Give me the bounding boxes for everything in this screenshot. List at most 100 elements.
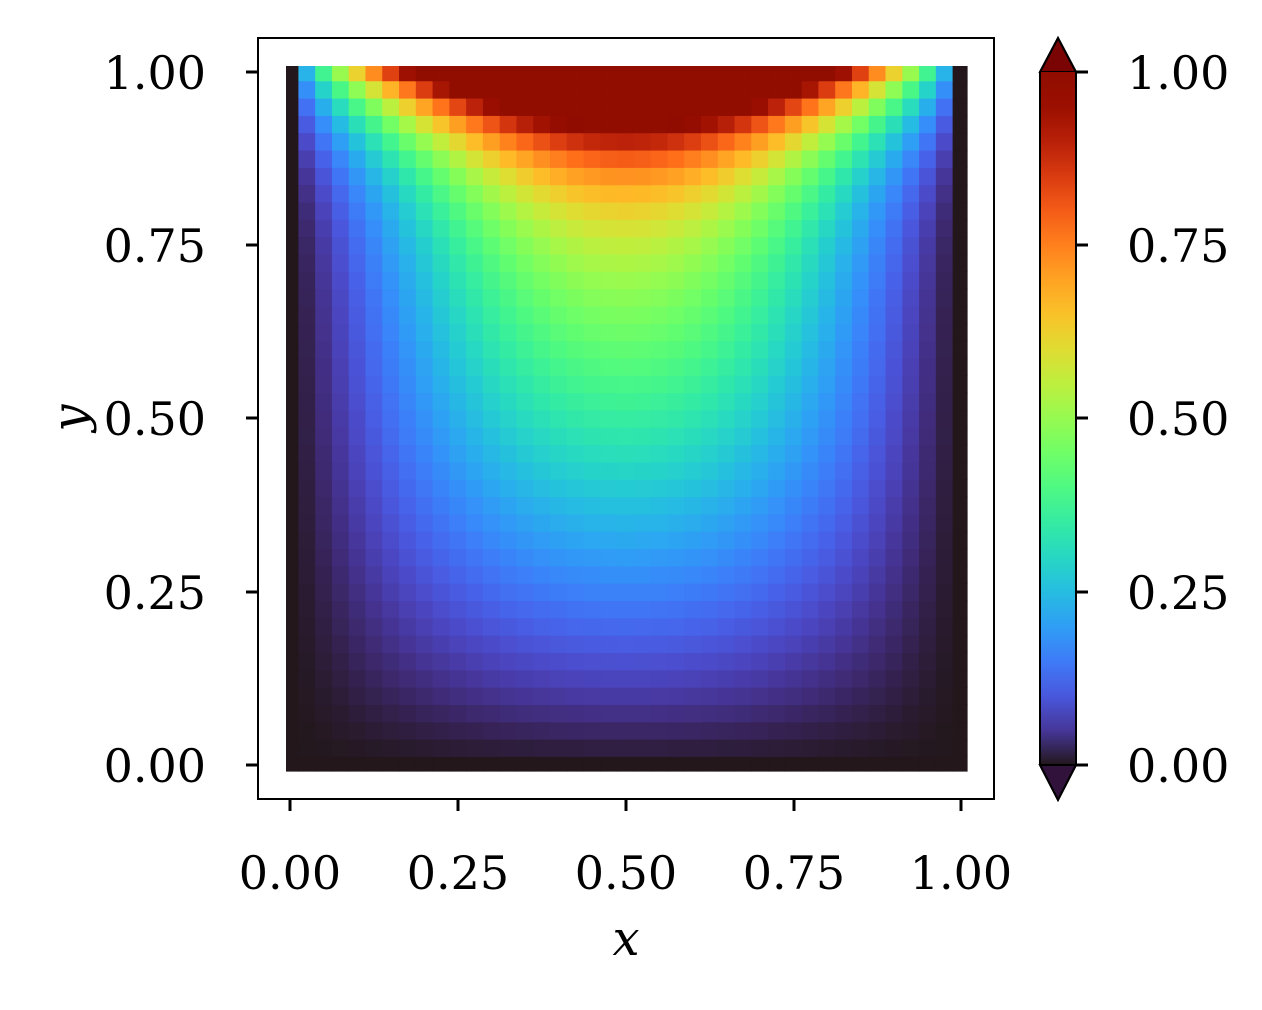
heatmap-cell: [286, 427, 299, 446]
heatmap-cell: [550, 271, 568, 290]
heatmap-cell: [851, 80, 870, 99]
heatmap-cell: [818, 132, 836, 151]
heatmap-cell: [533, 617, 551, 636]
heatmap-cell: [835, 66, 853, 82]
heatmap-cell: [348, 635, 367, 653]
heatmap-cell: [331, 721, 350, 740]
heatmap-cell: [935, 323, 954, 342]
heatmap-cell: [617, 756, 635, 772]
heatmap-cell: [919, 669, 937, 688]
heatmap-cell: [286, 756, 299, 772]
heatmap-cell: [919, 149, 937, 168]
heatmap-cell: [935, 80, 954, 99]
heatmap-cell: [935, 409, 954, 428]
heatmap-cell: [382, 323, 400, 342]
heatmap-cell: [466, 669, 484, 688]
heatmap-cell: [734, 513, 752, 532]
heatmap-cell: [286, 97, 299, 116]
heatmap-cell: [516, 340, 534, 359]
heatmap-cell: [919, 132, 937, 151]
heatmap-cell: [801, 184, 820, 203]
heatmap-cell: [784, 756, 803, 772]
heatmap-cell: [851, 756, 870, 772]
heatmap-cell: [751, 305, 769, 324]
heatmap-cell: [633, 323, 652, 342]
heatmap-cell: [667, 323, 685, 342]
heatmap-cell: [650, 288, 669, 307]
heatmap-cell: [466, 479, 484, 498]
colorbar-tick-label: 0.75: [1127, 219, 1229, 273]
x-axis-label: x: [612, 911, 639, 967]
heatmap-cell: [550, 669, 568, 688]
heatmap-cell: [415, 669, 434, 688]
heatmap-cell: [952, 444, 968, 463]
heatmap-cell: [801, 565, 820, 584]
heatmap-cell: [286, 184, 299, 203]
heatmap-cell: [768, 479, 786, 498]
heatmap-cell: [751, 253, 769, 272]
heatmap-cell: [315, 305, 333, 324]
heatmap-cell: [348, 357, 367, 376]
heatmap-cell: [466, 149, 484, 168]
heatmap-cell: [348, 97, 367, 116]
heatmap-cell: [566, 600, 585, 619]
heatmap-cell: [432, 357, 450, 376]
heatmap-cell: [286, 80, 299, 99]
heatmap-cell: [700, 201, 719, 220]
x-tick-label: 0.75: [743, 846, 845, 900]
heatmap-cell: [466, 652, 484, 671]
heatmap-cell: [566, 149, 585, 168]
heatmap-cell: [499, 392, 518, 411]
heatmap-cell: [331, 288, 350, 307]
heatmap-cell: [315, 236, 333, 255]
heatmap-cell: [684, 375, 702, 394]
heatmap-cell: [482, 167, 501, 186]
heatmap-cell: [566, 461, 585, 480]
heatmap-cell: [835, 583, 853, 602]
heatmap-cell: [633, 479, 652, 498]
heatmap-cell: [885, 167, 903, 186]
heatmap-cell: [617, 444, 635, 463]
heatmap-cell: [700, 669, 719, 688]
heatmap-cell: [617, 721, 635, 740]
heatmap-cell: [466, 704, 484, 723]
heatmap-cell: [432, 565, 450, 584]
x-tick-label: 1.00: [910, 846, 1012, 900]
heatmap: [286, 66, 968, 772]
heatmap-cell: [851, 392, 870, 411]
heatmap-cell: [650, 756, 669, 772]
heatmap-cell: [885, 687, 903, 705]
heatmap-cell: [801, 201, 820, 220]
heatmap-cell: [902, 80, 920, 99]
heatmap-cell: [684, 427, 702, 446]
heatmap-cell: [734, 479, 752, 498]
heatmap-cell: [700, 167, 719, 186]
heatmap-cell: [768, 115, 786, 134]
heatmap-cell: [935, 548, 954, 567]
heatmap-cell: [600, 600, 618, 619]
heatmap-cell: [700, 704, 719, 723]
heatmap-cell: [348, 617, 367, 636]
heatmap-cell: [499, 531, 518, 550]
heatmap-cell: [801, 739, 820, 757]
heatmap-cell: [952, 669, 968, 688]
heatmap-cell: [617, 687, 635, 705]
heatmap-cell: [768, 357, 786, 376]
heatmap-cell: [399, 323, 417, 342]
heatmap-cell: [617, 253, 635, 272]
heatmap-cell: [684, 66, 702, 82]
heatmap-cell: [667, 201, 685, 220]
heatmap-cell: [868, 184, 887, 203]
heatmap-cell: [466, 340, 484, 359]
heatmap-cell: [533, 704, 551, 723]
heatmap-cell: [784, 323, 803, 342]
heatmap-cell: [818, 652, 836, 671]
heatmap-cell: [315, 375, 333, 394]
heatmap-cell: [348, 721, 367, 740]
heatmap-cell: [399, 201, 417, 220]
heatmap-cell: [650, 305, 669, 324]
heatmap-cell: [700, 496, 719, 515]
heatmap-cell: [717, 253, 736, 272]
heatmap-cell: [466, 427, 484, 446]
heatmap-cell: [298, 721, 316, 740]
